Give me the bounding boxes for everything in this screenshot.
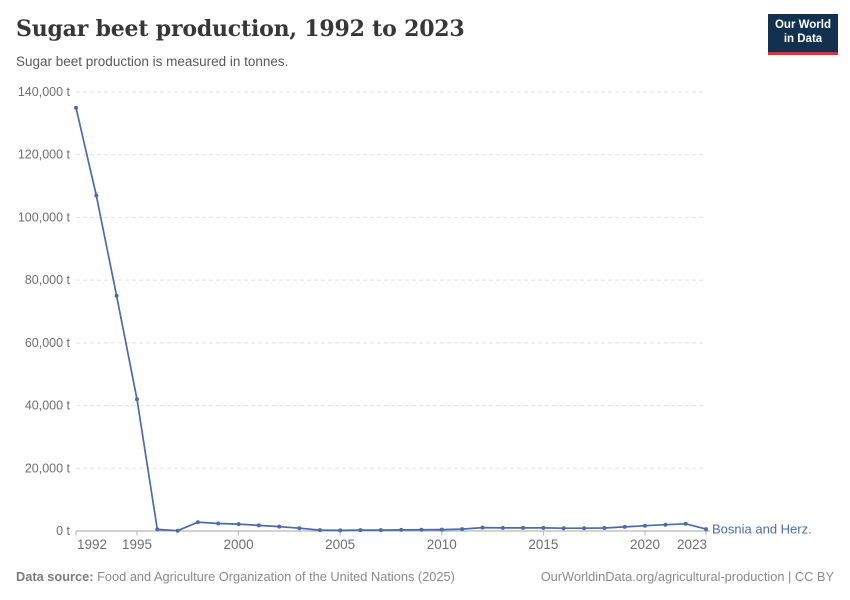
data-point-marker [460, 527, 465, 532]
data-point-marker [663, 522, 668, 527]
data-point-marker [704, 527, 708, 532]
data-point-marker [480, 525, 485, 530]
data-source-text: Food and Agriculture Organization of the… [97, 569, 455, 584]
y-axis-tick-label: 120,000 t [18, 148, 71, 162]
data-point-marker [135, 397, 139, 402]
owid-logo[interactable]: Our World in Data [768, 14, 838, 55]
y-axis-tick-label: 140,000 t [18, 85, 71, 99]
data-point-marker [256, 523, 261, 528]
data-point-marker [500, 525, 505, 530]
data-point-marker [378, 528, 383, 533]
owid-logo-line1: Our World [774, 19, 831, 31]
x-axis-tick-label: 2020 [630, 537, 660, 552]
chart-subtitle: Sugar beet production is measured in ton… [16, 54, 289, 69]
owid-url-link[interactable]: OurWorldinData.org/agricultural-producti… [540, 569, 834, 584]
y-axis-tick-label: 100,000 t [18, 210, 71, 224]
owid-logo-line2: in Data [783, 33, 823, 45]
series-entity-label: Bosnia and Herz. [712, 522, 812, 537]
data-point-marker [175, 528, 180, 533]
data-point-marker [297, 526, 302, 531]
x-axis-tick-label: 1995 [122, 537, 152, 552]
x-axis-tick-label: 1992 [77, 537, 107, 552]
x-axis-tick-label: 2005 [325, 537, 355, 552]
data-point-marker [683, 521, 688, 526]
y-axis-tick-label: 60,000 t [25, 336, 71, 350]
x-axis-tick-label: 2000 [224, 537, 254, 552]
data-point-marker [236, 522, 241, 527]
data-point-marker [114, 293, 119, 298]
data-point-marker [521, 525, 526, 530]
data-point-marker [419, 527, 424, 532]
data-point-marker [277, 524, 282, 529]
y-axis-tick-label: 40,000 t [25, 399, 71, 413]
data-point-marker [195, 520, 200, 525]
data-point-marker [94, 193, 99, 198]
data-point-marker [622, 524, 627, 529]
data-point-marker [602, 526, 607, 530]
data-source-label: Data source: [16, 569, 94, 584]
x-axis-tick-label: 2010 [427, 537, 457, 552]
data-point-marker [561, 526, 566, 531]
series-line [75, 106, 707, 532]
data-point-marker [541, 525, 546, 530]
data-point-marker [216, 521, 221, 526]
data-point-marker [439, 527, 444, 532]
chart-footer: Data source: Food and Agriculture Organi… [16, 569, 834, 584]
data-point-marker [399, 527, 404, 532]
x-axis-tick-label: 2015 [528, 537, 558, 552]
data-point-marker [643, 523, 647, 528]
data-point-marker [582, 526, 587, 531]
data-point-marker [74, 105, 78, 110]
data-point-marker [338, 528, 343, 533]
y-axis-tick-label: 80,000 t [25, 273, 71, 287]
y-axis-tick-label: 0 t [56, 524, 70, 538]
x-axis-tick-label: 2023 [677, 537, 707, 552]
page-title: Sugar beet production, 1992 to 2023 [16, 16, 465, 42]
data-point-marker [317, 528, 322, 533]
data-point-marker [358, 528, 363, 533]
y-axis-tick-label: 20,000 t [25, 461, 71, 475]
data-source-note: Data source: Food and Agriculture Organi… [16, 569, 455, 584]
line-chart-canvas[interactable]: 0 t 20,000 t 40,000 t 60,000 t 80,000 t 100,0… [0, 80, 850, 560]
data-point-marker [155, 527, 160, 532]
